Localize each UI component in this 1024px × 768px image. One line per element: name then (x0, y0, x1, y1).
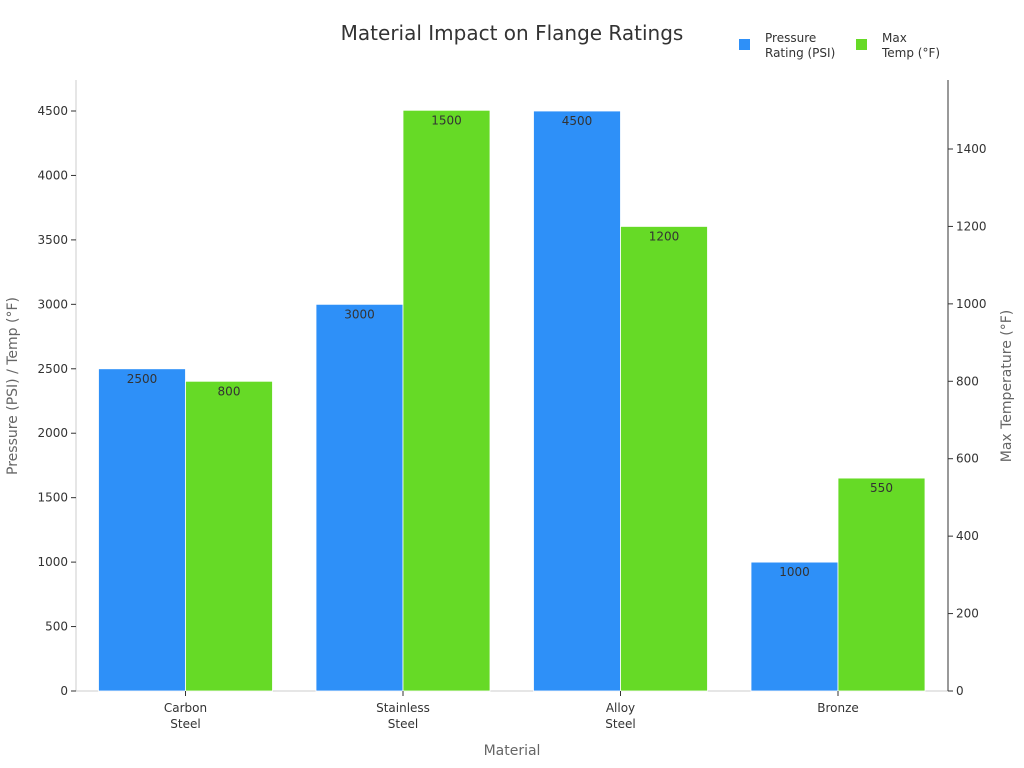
bar-value-label: 800 (218, 384, 241, 398)
legend-label: Max (882, 31, 907, 45)
y2-tick-label: 800 (956, 374, 979, 388)
y-tick-label: 0 (60, 684, 68, 698)
y-tick-label: 2500 (37, 362, 68, 376)
x-tick-label: Alloy (606, 701, 635, 715)
legend-label: Rating (PSI) (765, 46, 835, 60)
y2-tick-label: 1200 (956, 219, 987, 233)
x-tick-label: Steel (170, 717, 200, 731)
bar-value-label: 1200 (649, 229, 680, 243)
bar-value-label: 1500 (431, 113, 462, 127)
y-axis-label: Pressure (PSI) / Temp (°F) (5, 297, 21, 475)
y2-tick-label: 600 (956, 452, 979, 466)
bar-value-label: 1000 (779, 565, 810, 579)
bar-value-label: 2500 (127, 372, 158, 386)
x-tick-label: Bronze (817, 701, 859, 715)
y-tick-label: 4000 (37, 168, 68, 182)
y-tick-label: 4500 (37, 104, 68, 118)
bar[interactable] (402, 109, 491, 692)
legend-label: Temp (°F) (881, 46, 940, 60)
bar-value-label: 550 (870, 481, 893, 495)
y2-axis-label: Max Temperature (°F) (999, 310, 1015, 463)
x-tick-label: Steel (605, 717, 635, 731)
x-tick-label: Carbon (164, 701, 207, 715)
x-tick-label: Steel (388, 717, 418, 731)
bar[interactable] (315, 303, 404, 692)
y-tick-label: 1000 (37, 555, 68, 569)
chart-title: Material Impact on Flange Ratings (341, 21, 684, 45)
bar[interactable] (533, 110, 621, 692)
x-axis-label: Material (484, 743, 541, 759)
legend-swatch (739, 39, 750, 50)
bar[interactable] (750, 561, 839, 692)
bar[interactable] (185, 380, 273, 692)
y2-tick-label: 1400 (956, 142, 987, 156)
y-tick-label: 500 (45, 620, 68, 634)
legend-swatch (856, 39, 867, 50)
bar-value-label: 3000 (344, 307, 375, 321)
y2-tick-label: 0 (956, 684, 964, 698)
y-tick-label: 2000 (37, 426, 68, 440)
y2-tick-label: 1000 (956, 297, 987, 311)
bar-value-label: 4500 (562, 114, 593, 128)
bar[interactable] (620, 226, 708, 692)
legend-label: Pressure (765, 31, 816, 45)
y-tick-label: 1500 (37, 491, 68, 505)
bar[interactable] (837, 477, 926, 692)
y2-tick-label: 200 (956, 607, 979, 621)
bar[interactable] (98, 368, 186, 692)
y-tick-label: 3000 (37, 297, 68, 311)
y2-tick-label: 400 (956, 529, 979, 543)
x-tick-label: Stainless (376, 701, 430, 715)
y-tick-label: 3500 (37, 233, 68, 247)
